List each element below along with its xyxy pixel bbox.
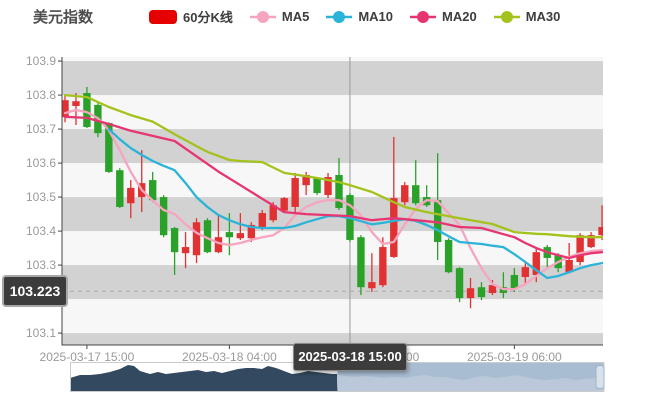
legend-label: MA30 <box>525 9 561 24</box>
ma-line-ma10 <box>107 127 603 280</box>
kline-swatch-icon <box>149 9 177 24</box>
candle[interactable] <box>203 218 212 254</box>
candle[interactable] <box>159 195 168 238</box>
legend-item-kline[interactable]: 60分K线 <box>149 7 233 26</box>
legend-item-ma30[interactable]: MA30 <box>493 9 561 24</box>
candle[interactable] <box>379 237 387 288</box>
ma-marker-icon <box>493 10 520 23</box>
y-axis-label: 103.8 <box>26 88 56 102</box>
legend-label: MA10 <box>358 9 393 24</box>
candle[interactable] <box>401 182 409 206</box>
candle[interactable] <box>357 235 365 296</box>
legend-label: MA5 <box>281 9 310 24</box>
candle[interactable] <box>444 238 453 274</box>
candle[interactable] <box>576 233 584 266</box>
candle[interactable] <box>236 213 245 240</box>
candle[interactable] <box>247 222 256 242</box>
candle[interactable] <box>455 267 464 303</box>
candle[interactable] <box>521 262 530 286</box>
candle[interactable] <box>598 205 605 240</box>
legend-label: 60分K线 <box>183 10 233 25</box>
candle[interactable] <box>433 153 442 260</box>
candle[interactable] <box>313 177 321 196</box>
plot-bands <box>62 57 603 345</box>
candles <box>62 86 605 309</box>
chart-legend: 60分K线 MA5 MA10 MA20 MA30 <box>149 7 560 26</box>
y-axis-label: 103.3 <box>26 258 56 272</box>
legend-item-ma10[interactable]: MA10 <box>326 9 393 24</box>
candle[interactable] <box>258 210 266 231</box>
candle[interactable] <box>324 172 332 199</box>
legend-item-ma5[interactable]: MA5 <box>249 9 310 24</box>
candle[interactable] <box>148 171 157 203</box>
y-axis-label: 103.7 <box>26 122 56 136</box>
candle[interactable] <box>412 160 420 206</box>
ma-marker-icon <box>410 10 436 23</box>
page-title: 美元指数 <box>33 9 94 26</box>
navigator-handle[interactable] <box>595 365 605 389</box>
crosshair-tooltip: 2025-03-18 15:00 <box>293 343 407 371</box>
ma-line-ma5 <box>63 108 603 291</box>
ma-lines <box>63 93 603 291</box>
navigator-area-dark[interactable] <box>70 365 338 392</box>
ma-marker-icon <box>249 10 276 23</box>
candle[interactable] <box>477 282 486 301</box>
candle[interactable] <box>280 197 288 213</box>
x-axis-label: 2025-03-18 04:00 <box>182 350 277 364</box>
ma-line-ma20 <box>63 115 603 260</box>
candle[interactable] <box>116 168 124 208</box>
last-price-badge: 103.223 <box>2 275 68 307</box>
y-axis-label: 103.5 <box>26 190 56 204</box>
legend-item-ma20[interactable]: MA20 <box>410 9 477 24</box>
candle[interactable] <box>83 86 91 129</box>
ma-line-ma30 <box>63 93 603 239</box>
candle[interactable] <box>170 227 179 275</box>
navigator-area-light[interactable] <box>337 374 604 392</box>
x-axis-label: 2025-03-19 06:00 <box>467 350 562 364</box>
y-axis-label: 103.6 <box>26 156 56 170</box>
legend-label: MA20 <box>442 9 477 24</box>
candle[interactable] <box>587 232 595 249</box>
candle[interactable] <box>466 278 475 309</box>
candle[interactable] <box>390 136 398 258</box>
candle[interactable] <box>127 180 135 219</box>
y-axis-label: 103.1 <box>26 326 56 340</box>
candle[interactable] <box>291 172 299 216</box>
candle[interactable] <box>181 232 190 269</box>
y-axis-label: 103.9 <box>26 54 56 68</box>
candle[interactable] <box>214 215 223 254</box>
candle[interactable] <box>368 253 376 292</box>
x-axis-label: 2025-03-17 15:00 <box>40 350 135 364</box>
y-axis-label: 103.4 <box>26 224 56 238</box>
ma-marker-icon <box>326 10 353 23</box>
candle[interactable] <box>192 218 201 264</box>
